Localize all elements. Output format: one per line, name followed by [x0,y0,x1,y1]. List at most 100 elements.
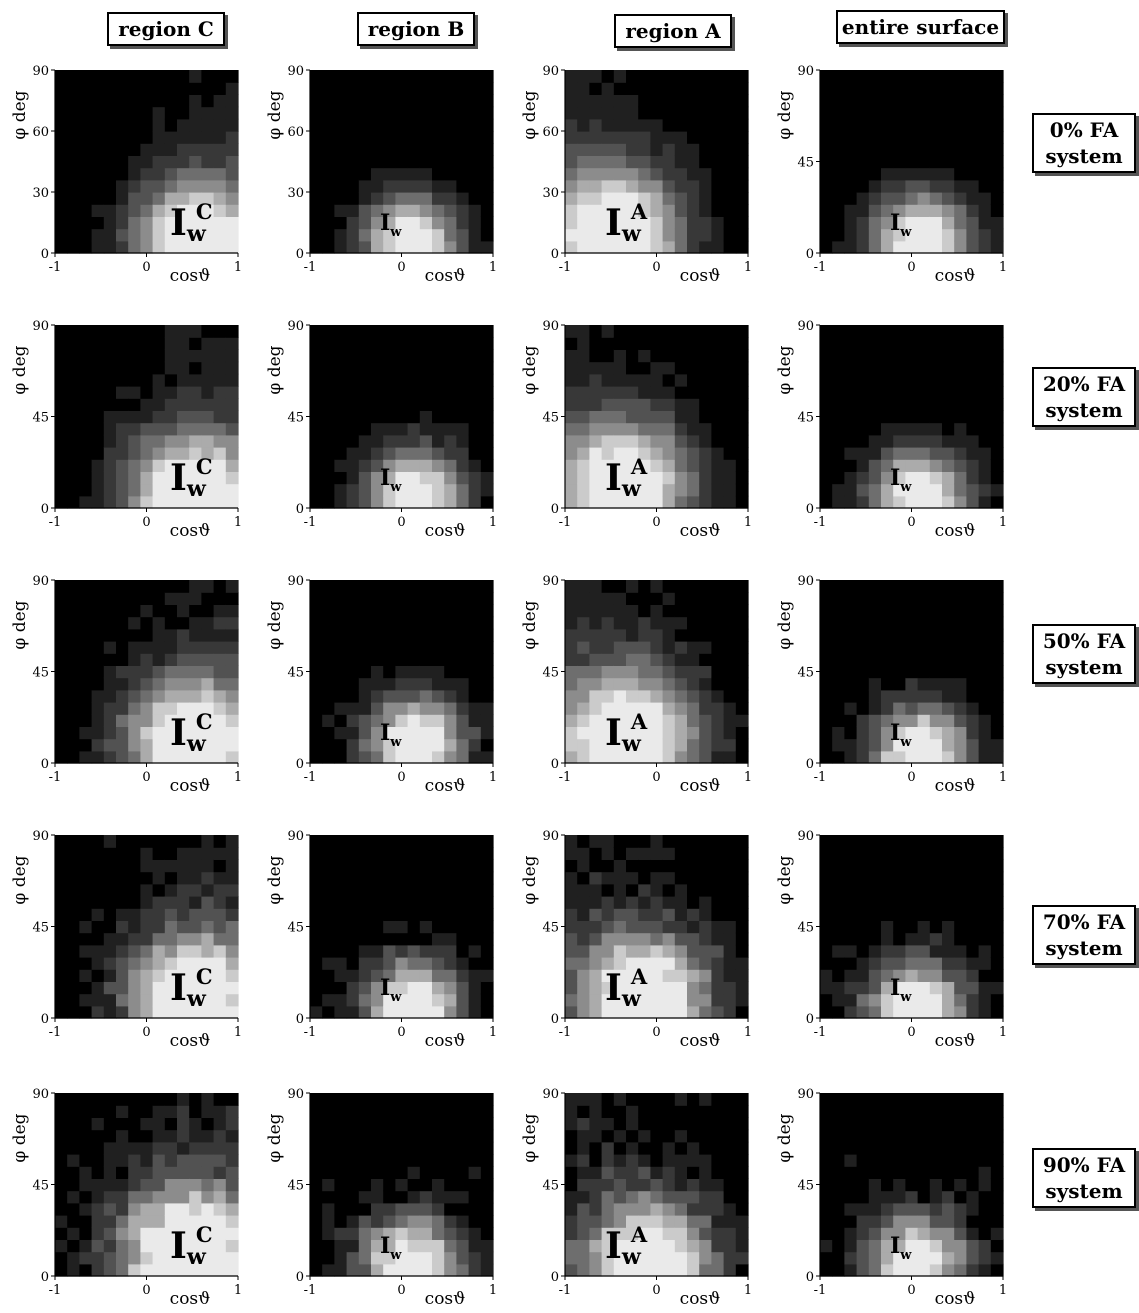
panel-symbol-base: I [890,465,900,491]
contour-cell [856,349,870,363]
contour-cell [55,118,68,132]
contour-cell [322,726,335,740]
contour-cell [820,1105,833,1118]
contour-cell [383,1215,396,1228]
contour-cell [383,969,396,982]
contour-cell [577,835,590,848]
contour-cell [91,580,105,593]
contour-cell [687,883,700,897]
contour-cell [577,665,590,679]
contour-cell [674,373,688,387]
contour-cell [820,993,833,1007]
contour-cell [310,131,323,144]
contour-cell [346,94,360,108]
contour-cell [91,1166,105,1179]
panel-symbol-label: Iw [605,202,642,247]
contour-cell [613,944,627,958]
contour-cell [868,702,882,715]
contour-cell [164,981,178,995]
contour-cell [735,1105,749,1118]
contour-cell [103,1117,117,1131]
contour-cell [856,94,870,108]
contour-cell [844,689,858,703]
contour-cell [456,398,470,411]
contour-cell [225,1202,239,1216]
contour-cell [444,1239,457,1253]
contour-cell [79,1166,93,1179]
contour-cell [699,422,712,436]
contour-cell [177,726,190,740]
contour-cell [91,228,105,242]
contour-cell [444,738,457,752]
contour-cell [358,1117,372,1131]
contour-cell [662,1239,676,1253]
contour-cell [201,349,215,363]
contour-cell [868,628,882,642]
contour-cell [832,216,845,230]
contour-cell [868,483,882,497]
contour-cell [735,957,749,970]
contour-cell [881,1166,894,1179]
contour-cell [978,1215,992,1228]
contour-cell [480,993,494,1007]
contour-cell [978,653,992,666]
contour-cell [128,738,141,752]
contour-cell [116,410,129,424]
contour-cell [601,143,615,156]
contour-cell [225,1129,239,1143]
contour-cell [140,835,154,848]
contour-cell [383,908,396,921]
contour-cell [358,641,372,654]
contour-cell [978,204,992,217]
contour-cell [565,896,578,909]
contour-cell [565,337,578,350]
contour-cell [189,993,202,1007]
contour-cell [723,604,737,618]
contour-cell [905,1154,919,1167]
contour-cell [954,1166,967,1179]
contour-cell [650,447,664,460]
contour-cell [116,131,129,144]
y-tick-label: 90 [542,64,559,79]
contour-cell [662,143,676,156]
contour-cell [177,1190,190,1204]
contour-cell [346,106,360,120]
contour-cell [966,1239,980,1253]
contour-cell [844,337,858,350]
contour-cell [638,386,651,399]
contour-cell [856,1227,870,1240]
contour-cell [55,349,68,363]
contour-cell [844,240,858,254]
contour-cell [893,580,906,593]
contour-cell [966,143,980,156]
contour-cell [735,240,749,254]
contour-cell [711,1154,725,1167]
contour-cell [140,1105,154,1118]
contour-cell [67,981,80,995]
contour-cell [371,835,384,848]
contour-cell [881,944,894,958]
contour-cell [917,1117,931,1131]
contour-cell [905,471,919,485]
contour-cell [723,944,737,958]
contour-cell [613,337,627,350]
contour-cell [407,143,421,156]
contour-cell [990,82,1004,95]
contour-cell [565,1263,578,1277]
contour-cell [116,689,129,703]
contour-cell [577,859,590,873]
contour-cell [201,167,215,181]
contour-cell [140,1129,154,1143]
contour-cell [310,932,323,946]
contour-cell [67,192,80,205]
contour-cell [893,871,906,885]
contour-cell [723,1239,737,1253]
contour-cell [699,1093,712,1106]
contour-cell [407,216,421,230]
contour-cell [626,1154,639,1167]
contour-cell [55,1117,68,1131]
contour-cell [407,677,421,691]
contour-cell [723,1178,737,1192]
contour-cell [177,641,190,654]
contour-cell [407,896,421,909]
